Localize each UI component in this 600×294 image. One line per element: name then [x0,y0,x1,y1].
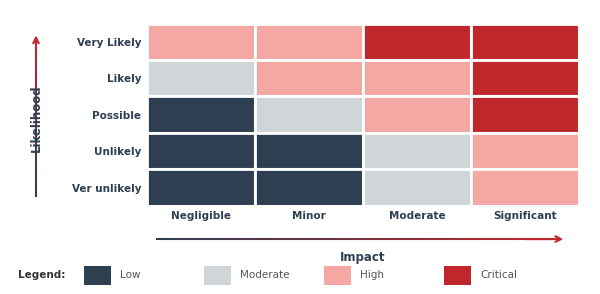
Bar [204,266,231,285]
Bar [363,24,471,60]
Bar [363,60,471,96]
Bar [147,169,255,206]
Bar [84,266,111,285]
Text: Impact: Impact [340,251,386,264]
Text: Likelihood: Likelihood [29,84,43,152]
Bar [363,96,471,133]
Bar [255,96,363,133]
Text: Moderate: Moderate [240,270,290,280]
Text: Low: Low [120,270,140,280]
Bar [255,133,363,169]
Bar [255,24,363,60]
Text: Critical: Critical [480,270,517,280]
Bar [324,266,351,285]
Bar [147,133,255,169]
Bar [471,133,579,169]
Bar [147,96,255,133]
Bar [471,169,579,206]
Bar [147,24,255,60]
Text: High: High [360,270,384,280]
Bar [471,24,579,60]
Bar [444,266,471,285]
Text: Legend:: Legend: [18,270,65,280]
Bar [363,133,471,169]
Bar [147,60,255,96]
Bar [255,169,363,206]
Bar [471,60,579,96]
Bar [363,169,471,206]
Bar [471,96,579,133]
Bar [255,60,363,96]
